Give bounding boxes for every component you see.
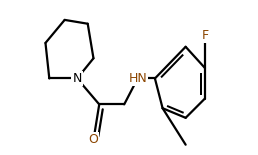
Text: N: N	[72, 72, 82, 85]
Text: O: O	[88, 133, 98, 146]
Text: F: F	[201, 29, 208, 42]
Text: HN: HN	[128, 72, 147, 85]
